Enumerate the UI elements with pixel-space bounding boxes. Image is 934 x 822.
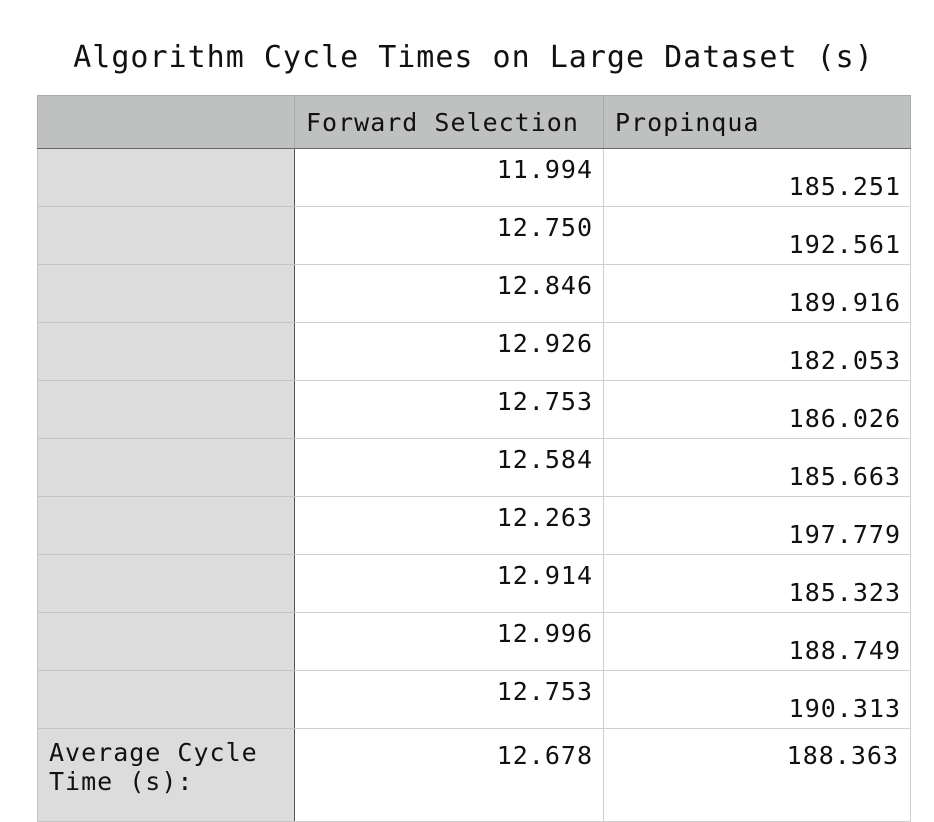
propinqua-cell: 192.561 [603, 206, 911, 265]
cycle-times-table: Forward Selection Propinqua 11.994 185.2… [37, 95, 911, 822]
row-label-cell [37, 264, 295, 323]
table-row: 12.584 185.663 [37, 438, 911, 497]
row-label-cell [37, 554, 295, 613]
propinqua-cell: 188.749 [603, 612, 911, 671]
table-row: 12.263 197.779 [37, 496, 911, 555]
forward-selection-cell: 12.926 [294, 322, 604, 381]
forward-selection-cell: 12.750 [294, 206, 604, 265]
propinqua-cell: 185.251 [603, 148, 911, 207]
average-forward-selection-cell: 12.678 [294, 728, 604, 822]
propinqua-cell: 185.663 [603, 438, 911, 497]
table-row: 11.994 185.251 [37, 148, 911, 207]
forward-selection-cell: 11.994 [294, 148, 604, 207]
table-row: 12.996 188.749 [37, 612, 911, 671]
table-row: 12.914 185.323 [37, 554, 911, 613]
header-propinqua: Propinqua [603, 95, 911, 149]
propinqua-cell: 186.026 [603, 380, 911, 439]
propinqua-cell: 197.779 [603, 496, 911, 555]
average-row: Average Cycle Time (s): 12.678 188.363 [37, 728, 911, 822]
propinqua-cell: 185.323 [603, 554, 911, 613]
average-label: Average Cycle Time (s): [37, 728, 295, 822]
header-forward-selection: Forward Selection [294, 95, 604, 149]
table-title: Algorithm Cycle Times on Large Dataset (… [73, 40, 874, 75]
row-label-cell [37, 206, 295, 265]
row-label-cell [37, 496, 295, 555]
forward-selection-cell: 12.263 [294, 496, 604, 555]
table-row: 12.750 192.561 [37, 206, 911, 265]
forward-selection-cell: 12.753 [294, 380, 604, 439]
row-label-cell [37, 612, 295, 671]
table-row: 12.753 190.313 [37, 670, 911, 729]
table-row: 12.926 182.053 [37, 322, 911, 381]
forward-selection-cell: 12.914 [294, 554, 604, 613]
row-label-cell [37, 380, 295, 439]
forward-selection-cell: 12.753 [294, 670, 604, 729]
propinqua-cell: 190.313 [603, 670, 911, 729]
row-label-cell [37, 670, 295, 729]
header-row: Forward Selection Propinqua [37, 95, 911, 149]
row-label-cell [37, 438, 295, 497]
row-label-cell [37, 148, 295, 207]
forward-selection-cell: 12.584 [294, 438, 604, 497]
propinqua-cell: 182.053 [603, 322, 911, 381]
forward-selection-cell: 12.996 [294, 612, 604, 671]
propinqua-cell: 189.916 [603, 264, 911, 323]
forward-selection-cell: 12.846 [294, 264, 604, 323]
table-row: 12.753 186.026 [37, 380, 911, 439]
header-corner-cell [37, 95, 295, 149]
row-label-cell [37, 322, 295, 381]
average-propinqua-cell: 188.363 [603, 728, 911, 822]
table-row: 12.846 189.916 [37, 264, 911, 323]
